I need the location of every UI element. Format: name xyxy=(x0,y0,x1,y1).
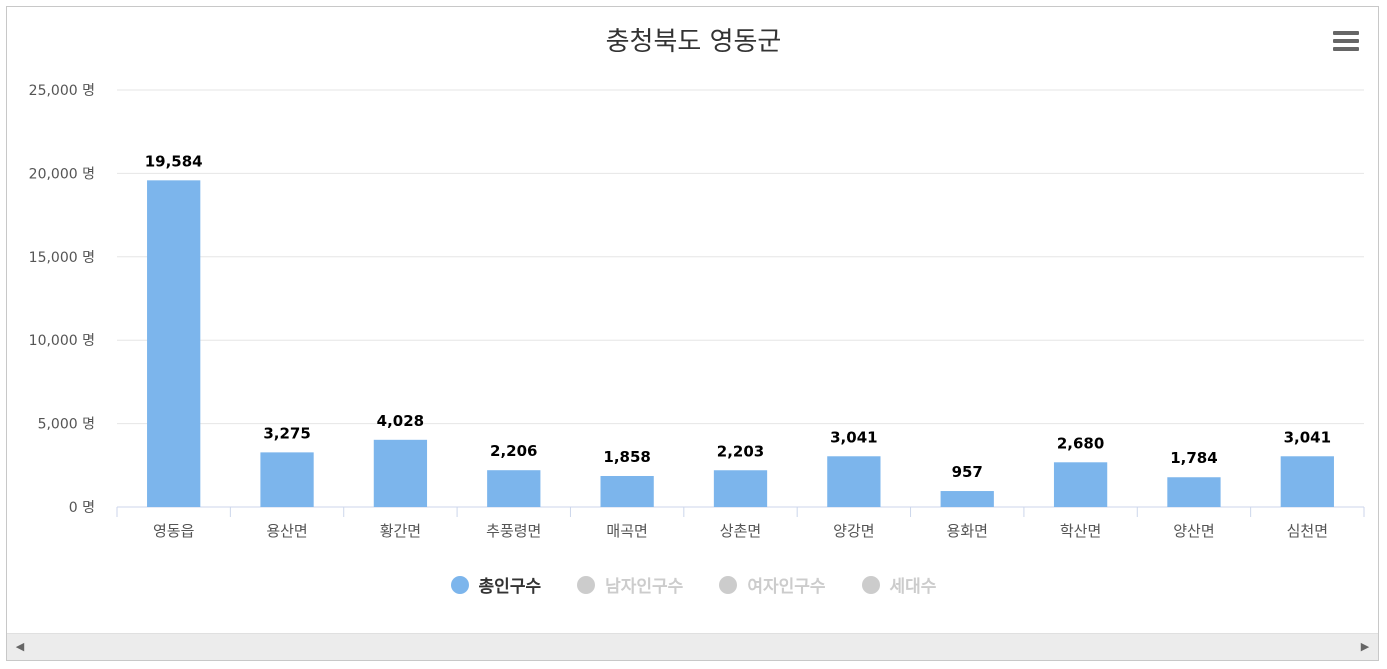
x-tick-label: 매곡면 xyxy=(606,522,647,540)
data-label: 957 xyxy=(952,463,983,481)
bar[interactable] xyxy=(713,470,768,507)
bar[interactable] xyxy=(487,470,541,507)
legend-label: 여자인구수 xyxy=(747,577,826,597)
bar[interactable] xyxy=(373,439,428,507)
x-tick-label: 양산면 xyxy=(1173,522,1214,540)
legend-label: 세대수 xyxy=(889,577,937,597)
x-tick-label: 심천면 xyxy=(1287,522,1328,540)
bar[interactable] xyxy=(827,456,881,507)
data-label: 2,203 xyxy=(717,442,764,460)
y-tick-label: 25,000 명 xyxy=(29,83,95,99)
bar[interactable] xyxy=(1280,456,1334,507)
legend-item[interactable]: 여자인구수 xyxy=(719,572,826,597)
data-label: 1,858 xyxy=(603,448,650,466)
legend-marker xyxy=(861,575,880,594)
x-tick-label: 용산면 xyxy=(266,522,307,540)
plot-area: 0 명 5,000 명 10,000 명 15,000 명 20,000 명 25,000… xyxy=(29,83,1365,540)
y-tick-label: 15,000 명 xyxy=(29,250,95,266)
x-tick-label: 영동읍 xyxy=(153,522,194,540)
y-tick-label: 0 명 xyxy=(69,500,95,516)
x-tick-label: 상촌면 xyxy=(720,522,761,540)
y-tick-label: 10,000 명 xyxy=(29,333,95,349)
legend-label: 총인구수 xyxy=(478,577,542,597)
arrow-left-icon[interactable]: ◀ xyxy=(15,640,25,653)
bar[interactable] xyxy=(940,491,994,507)
x-tick-label: 학산면 xyxy=(1060,522,1101,540)
chart-title: 충청북도 영동군 xyxy=(605,27,782,57)
legend-item[interactable]: 남자인구수 xyxy=(577,572,683,597)
y-tick-label: 5,000 명 xyxy=(38,417,95,433)
legend-marker xyxy=(450,575,469,594)
legend-marker xyxy=(577,575,596,594)
horizontal-scrollbar[interactable]: ◀ ▶ xyxy=(7,633,1378,660)
bar[interactable] xyxy=(260,452,314,507)
bar[interactable] xyxy=(1053,462,1108,507)
data-label: 4,028 xyxy=(377,412,424,430)
data-label: 19,584 xyxy=(145,152,203,170)
legend-label: 남자인구수 xyxy=(605,577,684,597)
data-label: 3,041 xyxy=(830,428,877,446)
legend-item[interactable]: 총인구수 xyxy=(450,572,542,597)
data-label: 2,206 xyxy=(490,442,537,460)
y-tick-label: 20,000 명 xyxy=(29,166,95,182)
x-tick-label: 추풍령면 xyxy=(486,522,541,540)
data-label: 3,275 xyxy=(263,424,310,442)
bar[interactable] xyxy=(147,180,201,508)
data-label: 3,041 xyxy=(1284,428,1331,446)
bar[interactable] xyxy=(1167,477,1221,507)
data-label: 2,680 xyxy=(1057,434,1104,452)
bar[interactable] xyxy=(600,476,654,507)
arrow-right-icon[interactable]: ▶ xyxy=(1360,640,1370,653)
hamburger-menu-icon[interactable] xyxy=(1333,31,1359,53)
x-tick-label: 용화면 xyxy=(947,522,988,540)
legend: 총인구수 남자인구수 여자인구수 세대수 xyxy=(7,572,1380,597)
x-tick-label: 양강면 xyxy=(833,522,874,540)
chart-container: 충청북도 영동군 0 명 5,000 명 10,000 명 15,000 명 20,00… xyxy=(6,6,1379,661)
x-tick-label: 황간면 xyxy=(380,522,421,540)
legend-marker xyxy=(719,575,738,594)
data-label: 1,784 xyxy=(1170,449,1217,467)
legend-item[interactable]: 세대수 xyxy=(861,572,937,597)
